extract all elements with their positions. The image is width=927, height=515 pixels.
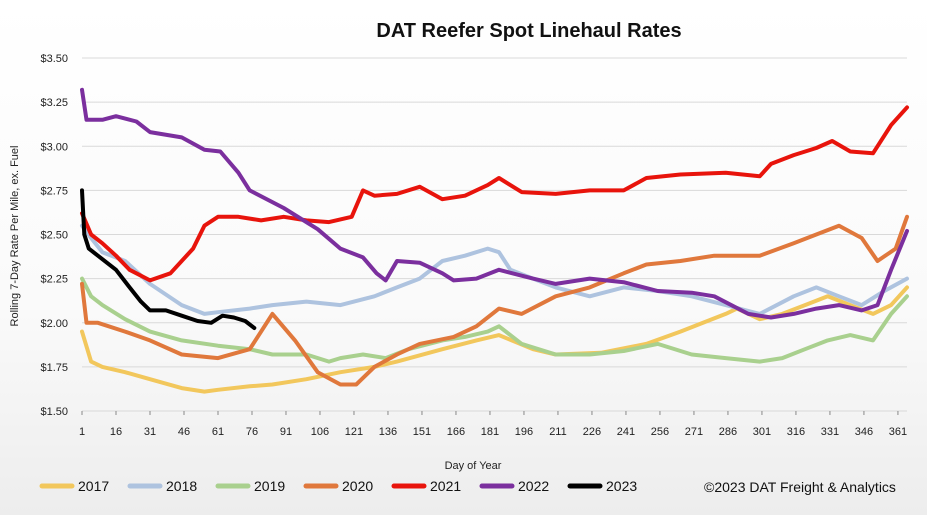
y-tick-label-0: $1.50 <box>40 406 68 418</box>
y-tick-label-5: $2.75 <box>40 185 68 197</box>
series-line-2023 <box>80 188 257 330</box>
series-line-2020 <box>80 214 909 387</box>
x-axis-label: Day of Year <box>445 460 502 472</box>
x-tick-label-8: 121 <box>345 426 363 438</box>
grid-lines <box>82 57 907 412</box>
x-tick-label-22: 331 <box>821 426 839 438</box>
y-tick-label-7: $3.25 <box>40 97 68 109</box>
copyright-text: ©2023 DAT Freight & Analytics <box>704 479 896 495</box>
y-tick-label-4: $2.50 <box>40 230 68 242</box>
legend-label-2018: 2018 <box>166 478 197 494</box>
x-tick-label-12: 181 <box>481 426 499 438</box>
x-axis-ticks: 1 16 31 46 61 76 91 106 121 136 151 166 181 196 211 226… <box>79 411 907 438</box>
x-tick-label-20: 301 <box>753 426 771 438</box>
y-tick-label-1: $1.75 <box>40 362 68 374</box>
legend-label-2017: 2017 <box>78 478 109 494</box>
x-tick-label-18: 271 <box>685 426 703 438</box>
x-tick-label-2: 31 <box>144 426 156 438</box>
y-axis-ticks: $1.50 $1.75 $2.00 $2.25 $2.50 $2.75 $3.00 $3.25… <box>40 53 68 418</box>
series-line-2021 <box>80 105 909 283</box>
y-tick-label-8: $3.50 <box>40 53 68 65</box>
series-line-2022 <box>80 87 909 320</box>
legend-label-2019: 2019 <box>254 478 285 494</box>
series-line-2017 <box>80 285 909 394</box>
x-tick-label-9: 136 <box>379 426 397 438</box>
x-tick-label-24: 361 <box>889 426 907 438</box>
series-line-2018 <box>80 223 909 316</box>
x-tick-label-6: 91 <box>280 426 292 438</box>
legend-label-2020: 2020 <box>342 478 373 494</box>
legend-label-2022: 2022 <box>518 478 549 494</box>
x-tick-label-17: 256 <box>651 426 669 438</box>
series-line-2019 <box>80 276 909 364</box>
x-tick-label-13: 196 <box>515 426 533 438</box>
x-tick-label-4: 61 <box>212 426 224 438</box>
x-tick-label-11: 166 <box>447 426 465 438</box>
y-axis-label: Rolling 7-Day Rate Per Mile, ex. Fuel <box>9 146 21 327</box>
x-tick-label-14: 211 <box>549 426 567 438</box>
x-tick-label-3: 46 <box>178 426 190 438</box>
legend-label-2023: 2023 <box>606 478 637 494</box>
x-tick-label-15: 226 <box>583 426 601 438</box>
x-tick-label-0: 1 <box>79 426 85 438</box>
series-lines <box>80 87 909 394</box>
x-tick-label-10: 151 <box>413 426 431 438</box>
x-tick-label-21: 316 <box>787 426 805 438</box>
y-tick-label-6: $3.00 <box>40 141 68 153</box>
x-tick-label-23: 346 <box>855 426 873 438</box>
legend-label-2021: 2021 <box>430 478 461 494</box>
x-tick-label-7: 106 <box>311 426 329 438</box>
y-tick-label-2: $2.00 <box>40 318 68 330</box>
y-tick-label-3: $2.25 <box>40 274 68 286</box>
x-tick-label-19: 286 <box>719 426 737 438</box>
x-tick-label-16: 241 <box>617 426 635 438</box>
chart-title: DAT Reefer Spot Linehaul Rates <box>376 20 681 42</box>
x-tick-label-1: 16 <box>110 426 122 438</box>
x-tick-label-5: 76 <box>246 426 258 438</box>
legend: 2017 2018 2019 2020 2021 2022 2023 <box>39 478 637 494</box>
